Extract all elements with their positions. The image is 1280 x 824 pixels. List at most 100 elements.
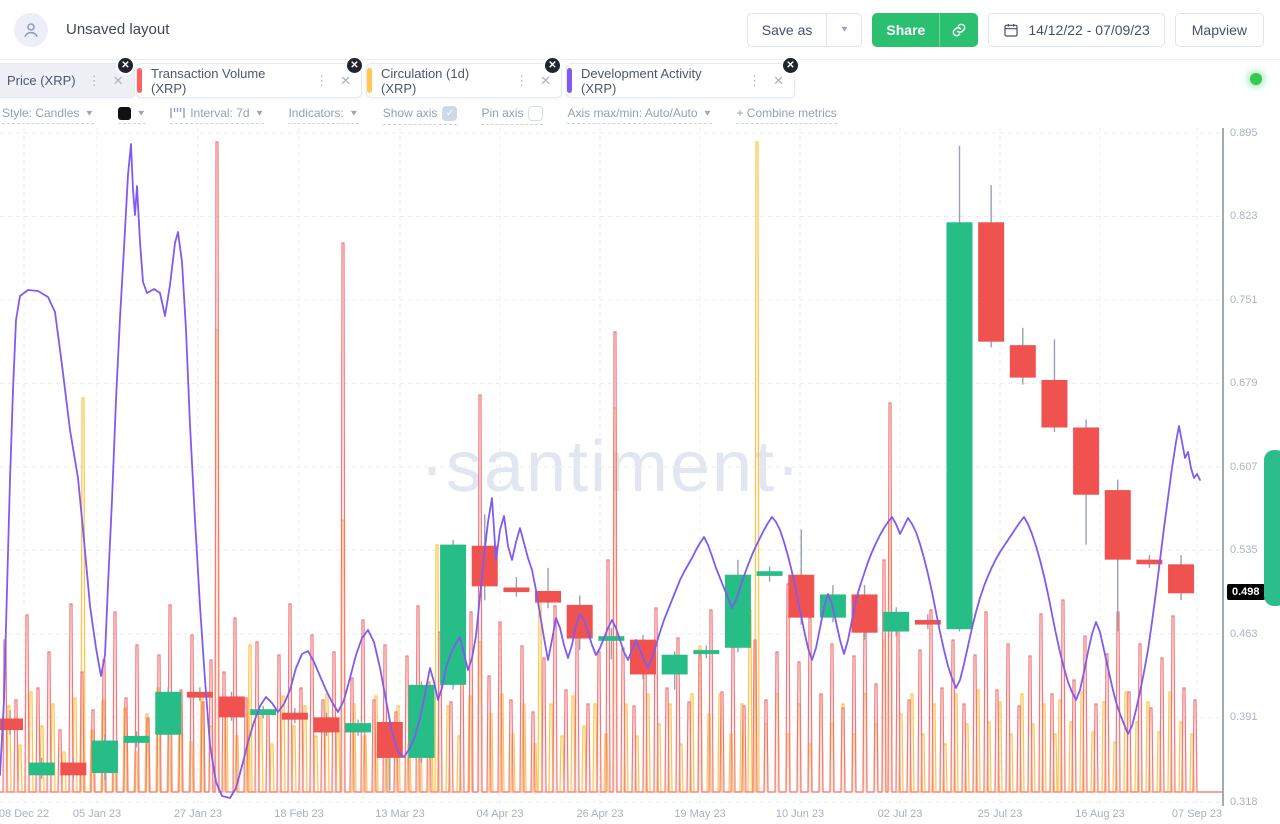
indicators-label: Indicators:: [288, 106, 344, 120]
tab-label: Transaction Volume (XRP): [151, 65, 266, 96]
chevron-down-icon: ▼: [348, 108, 359, 118]
pin-axis-checkbox[interactable]: [528, 105, 544, 121]
combine-metrics-button[interactable]: + Combine metrics: [736, 106, 837, 124]
chart-area[interactable]: [0, 128, 1222, 806]
candle-body: [661, 654, 688, 675]
tab-remove-badge[interactable]: ✕: [345, 56, 364, 75]
x-axis-label: 07 Sep 23: [1171, 808, 1223, 820]
candle-body: [218, 696, 245, 718]
x-axis-label: 05 Jan 23: [72, 808, 122, 820]
interval-icon: [170, 108, 185, 118]
tab-remove-badge[interactable]: ✕: [543, 56, 562, 75]
y-axis-tick: 0.607: [1230, 460, 1258, 473]
top-bar: Unsaved layout Save as ▼ Share 14/12/22 …: [0, 0, 1280, 60]
user-icon: [24, 22, 38, 37]
candle-body: [1041, 379, 1068, 428]
x-axis-label: 08 Dec 22: [0, 808, 50, 820]
avatar[interactable]: [14, 12, 48, 47]
y-axis-tick: 0.895: [1230, 127, 1258, 139]
x-axis-label: 10 Jun 23: [775, 808, 825, 820]
candle-body: [123, 735, 150, 743]
axis-drag-handle[interactable]: [1264, 450, 1280, 606]
color-swatch-dropdown[interactable]: ▼: [118, 106, 147, 124]
interval-dropdown[interactable]: Interval: 7d ▼: [170, 106, 265, 124]
candle-body: [250, 709, 277, 716]
x-axis-label: 02 Jul 23: [877, 808, 923, 820]
candle-body: [0, 718, 23, 731]
interval-label: Interval: 7d: [190, 106, 250, 120]
show-axis-checkbox[interactable]: ✓: [442, 105, 458, 121]
style-dropdown[interactable]: Style: Candles ▼: [2, 106, 95, 124]
tab-menu-icon[interactable]: ⋮: [87, 72, 101, 88]
chevron-down-icon: ▼: [254, 108, 265, 118]
tab-menu-icon[interactable]: ⋮: [315, 72, 329, 88]
tab-close-icon[interactable]: ✕: [773, 72, 784, 88]
date-x-axis[interactable]: 08 Dec 22 05 Jan 23 27 Jan 23 18 Feb 23 13 M…: [0, 806, 1222, 824]
x-axis-label: 27 Jan 23: [173, 808, 223, 820]
price-chart-svg[interactable]: [0, 128, 1222, 806]
candle-body: [281, 712, 308, 720]
tab-price-xrp[interactable]: Price (XRP) ⋮ ✕: [0, 63, 135, 98]
chevron-down-icon: ▼: [136, 108, 147, 118]
x-axis-label: 13 Mar 23: [375, 808, 425, 820]
tab-circulation-1d-xrp[interactable]: Circulation (1d) (XRP) ⋮ ✕: [366, 63, 562, 98]
date-range-picker[interactable]: 14/12/22 - 07/09/23: [988, 12, 1165, 47]
x-axis-label: 19 May 23: [674, 808, 726, 820]
layout-title: Unsaved layout: [66, 21, 170, 38]
x-axis-label: 04 Apr 23: [476, 808, 524, 820]
tab-development-activity-xrp[interactable]: Development Activity (XRP) ⋮ ✕: [566, 63, 795, 98]
candle-body: [914, 619, 941, 625]
candle-body: [440, 544, 467, 685]
candle-body: [408, 684, 435, 758]
tab-menu-icon[interactable]: ⋮: [515, 72, 529, 88]
mapview-button[interactable]: Mapview: [1174, 12, 1264, 47]
chevron-down-icon: ▼: [702, 108, 713, 118]
tab-transaction-volume-xrp[interactable]: Transaction Volume (XRP) ⋮ ✕: [136, 63, 362, 98]
candle-body: [1168, 564, 1195, 594]
candle-body: [978, 222, 1005, 342]
pin-axis-label: Pin axis: [481, 106, 524, 120]
save-as-chevron-icon[interactable]: ▼: [839, 25, 850, 34]
x-axis-label: 16 Aug 23: [1075, 808, 1125, 820]
metric-color-bar: [137, 68, 142, 93]
axis-maxmin-dropdown[interactable]: Axis max/min: Auto/Auto ▼: [567, 106, 713, 124]
candle-body: [345, 723, 372, 733]
metric-color-bar: [367, 68, 372, 93]
mapview-label: Mapview: [1191, 21, 1247, 38]
y-axis-tick: 0.823: [1230, 210, 1258, 223]
tab-remove-badge[interactable]: ✕: [781, 56, 800, 75]
share-button[interactable]: Share: [872, 12, 979, 47]
save-as-button[interactable]: Save as ▼: [746, 12, 863, 47]
x-axis-label: 26 Apr 23: [576, 808, 624, 820]
tab-label: Circulation (1d) (XRP): [381, 65, 470, 96]
development-activity-line: [0, 143, 1201, 799]
tab-remove-badge[interactable]: ✕: [116, 56, 135, 75]
save-as-label[interactable]: Save as: [748, 13, 828, 46]
combine-metrics-label: + Combine metrics: [736, 106, 837, 120]
candle-body: [946, 222, 973, 630]
date-range-value: 14/12/22 - 07/09/23: [1028, 21, 1150, 38]
share-link-icon[interactable]: [940, 13, 978, 47]
live-status-dot: [1250, 73, 1262, 85]
x-axis-label: 25 Jul 23: [977, 808, 1023, 820]
y-axis-tick: 0.463: [1230, 627, 1258, 640]
candle-body: [60, 762, 87, 776]
transaction-volume-line: [0, 141, 1222, 793]
chevron-down-icon: ▼: [84, 108, 95, 118]
chart-toolbar: Style: Candles ▼ ▼ Interval: 7d ▼ Indica…: [0, 102, 1280, 128]
tab-close-icon[interactable]: ✕: [340, 72, 351, 88]
tab-menu-icon[interactable]: ⋮: [748, 72, 762, 88]
candle-body: [1009, 345, 1036, 378]
share-label[interactable]: Share: [872, 12, 941, 47]
last-price-badge: 0.498: [1227, 584, 1265, 601]
tab-label: Development Activity (XRP): [581, 65, 702, 96]
x-axis-label: 18 Feb 23: [274, 808, 324, 820]
tab-close-icon[interactable]: ✕: [112, 72, 124, 88]
pin-axis-toggle[interactable]: Pin axis: [481, 105, 544, 125]
candle-body: [788, 574, 815, 618]
tab-close-icon[interactable]: ✕: [540, 72, 551, 88]
candle-body: [1136, 559, 1163, 565]
show-axis-toggle[interactable]: Show axis ✓: [382, 105, 458, 125]
metric-tabs-row: Price (XRP) ⋮ ✕ Transaction Volume (XRP)…: [0, 56, 1280, 102]
indicators-dropdown[interactable]: Indicators: ▼: [288, 106, 359, 124]
